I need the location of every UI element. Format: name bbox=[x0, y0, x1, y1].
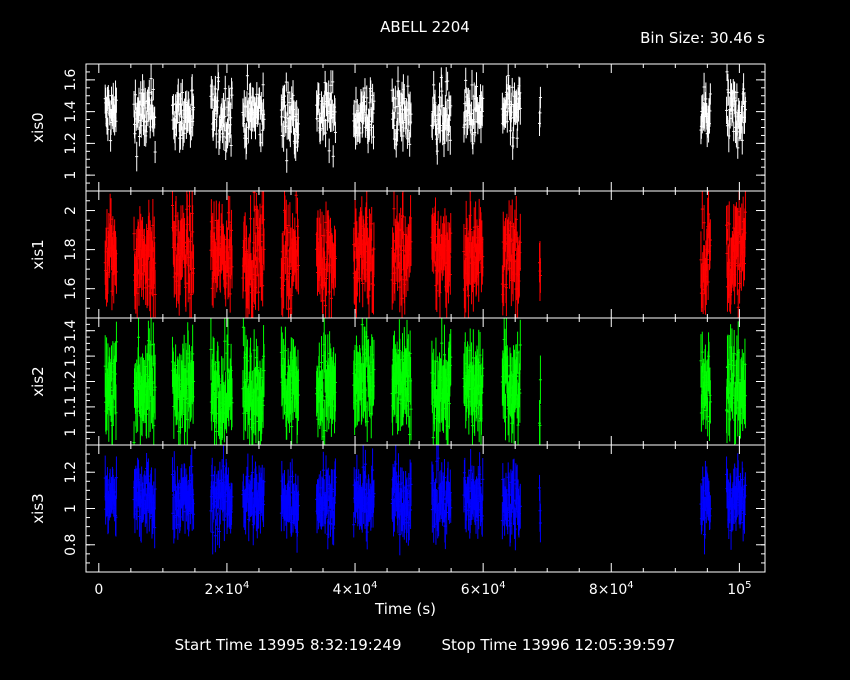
panel-xis0: 1 1.2 1.4 1.6 xis0 bbox=[29, 63, 766, 192]
y-tick-label: 1.2 bbox=[63, 132, 79, 154]
bin-size-label: Bin Size: 30.46 s bbox=[640, 29, 765, 47]
y-tick-label: 1 bbox=[63, 428, 79, 437]
y-tick-label: 1 bbox=[63, 171, 79, 180]
xis3-series bbox=[103, 445, 747, 556]
y-tick-label: 0.8 bbox=[63, 534, 79, 556]
panel-xis2: 1 1.1 1.2 1.3 1.4 xis2 bbox=[29, 317, 766, 446]
y-tick-label: 1.3 bbox=[63, 345, 79, 367]
xis0-series bbox=[103, 64, 747, 173]
xis1-series bbox=[103, 191, 747, 318]
chart-title: ABELL 2204 bbox=[380, 18, 470, 36]
y-tick-label: 1.1 bbox=[63, 396, 79, 418]
y-tick-label: 1.6 bbox=[63, 69, 79, 91]
y-axis-label: xis2 bbox=[29, 366, 47, 396]
y-tick-label: 1.4 bbox=[63, 319, 79, 341]
y-tick-label: 1 bbox=[63, 504, 79, 513]
y-tick-label: 1.6 bbox=[63, 277, 79, 299]
y-tick-label: 1.2 bbox=[63, 370, 79, 392]
y-tick-label: 2 bbox=[63, 206, 79, 215]
xis2-series bbox=[103, 318, 747, 445]
y-tick-label: 1.8 bbox=[63, 238, 79, 260]
y-tick-label: 1.2 bbox=[63, 461, 79, 483]
panel-xis1: 1.6 1.8 2 xis1 bbox=[29, 190, 766, 319]
y-axis-label: xis0 bbox=[29, 112, 47, 142]
y-axis-label: xis1 bbox=[29, 239, 47, 269]
y-tick-label: 1.4 bbox=[63, 100, 79, 122]
